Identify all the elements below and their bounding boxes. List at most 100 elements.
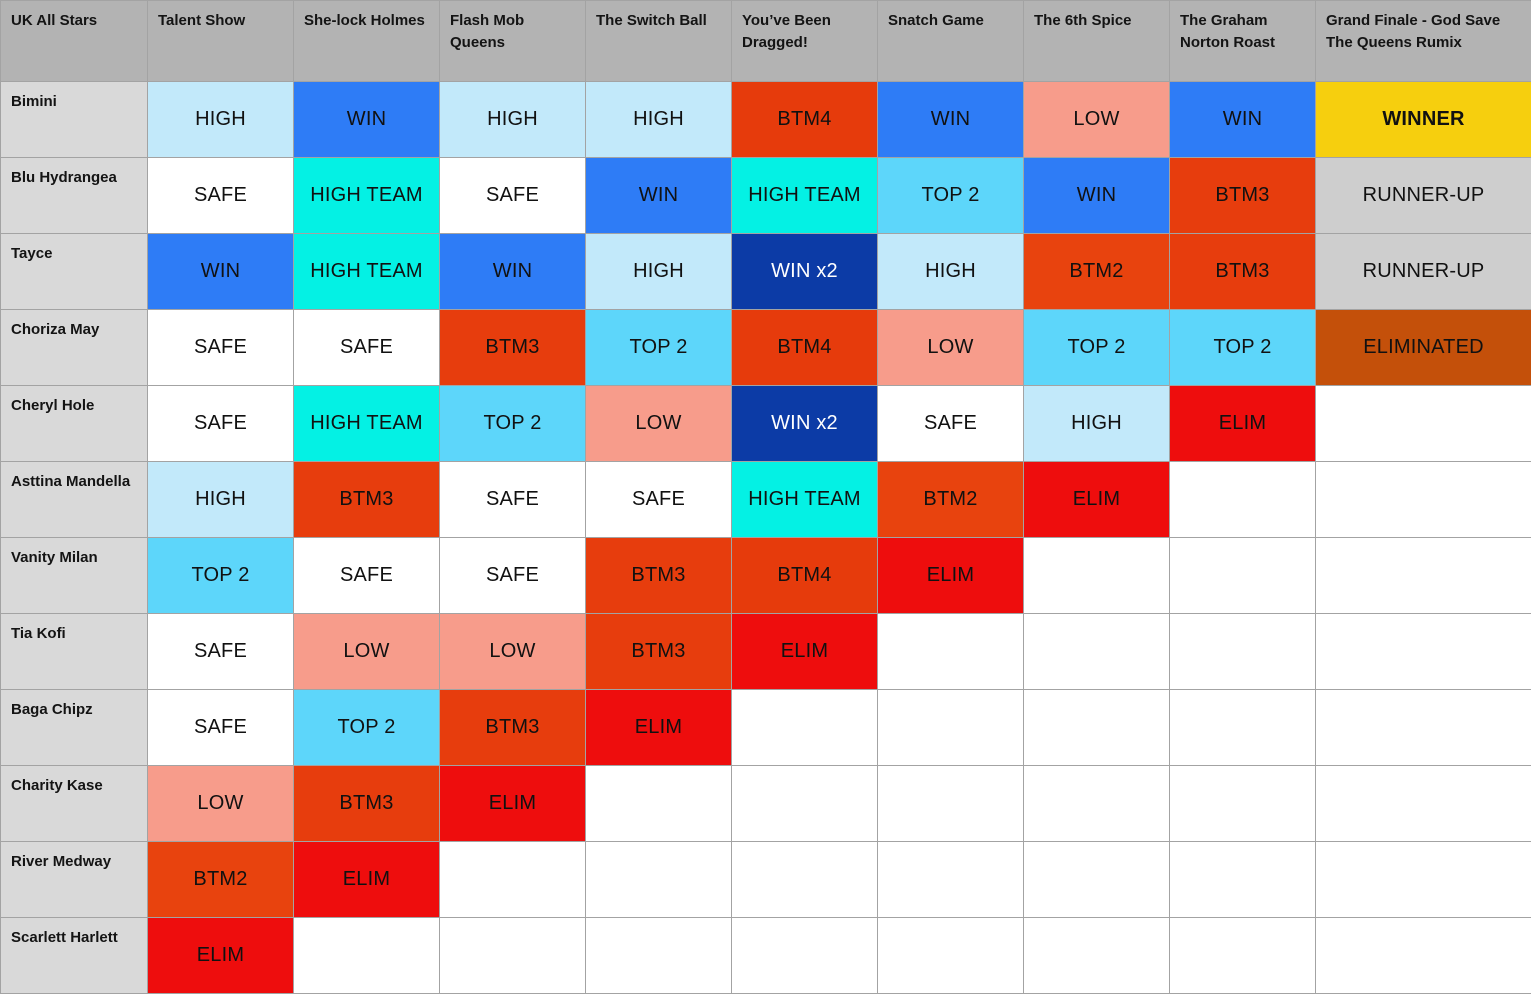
result-cell-empty: [1023, 841, 1170, 918]
result-cell-empty: [585, 765, 732, 842]
result-cell-empty: [1315, 537, 1531, 614]
queen-name-cell: Cheryl Hole: [0, 385, 148, 462]
result-cell-empty: [1315, 689, 1531, 766]
result-cell: TOP 2: [439, 385, 586, 462]
queen-name-cell: Baga Chipz: [0, 689, 148, 766]
table-row: Tia Kofi SAFE LOW LOW BTM3 ELIM: [0, 613, 1531, 690]
result-cell-empty: [877, 841, 1024, 918]
result-cell-empty: [1315, 917, 1531, 994]
result-cell: HIGH: [1023, 385, 1170, 462]
episode-header-cell: The Switch Ball: [585, 0, 732, 82]
result-cell: BTM3: [1169, 233, 1316, 310]
result-cell: ELIMINATED: [1315, 309, 1531, 386]
result-cell-empty: [1023, 689, 1170, 766]
table-row: Vanity Milan TOP 2 SAFE SAFE BTM3 BTM4 ELIM: [0, 537, 1531, 614]
result-cell-empty: [1023, 917, 1170, 994]
result-cell: RUNNER-UP: [1315, 157, 1531, 234]
table-row: Charity Kase LOW BTM3 ELIM: [0, 765, 1531, 842]
result-cell: WIN: [1023, 157, 1170, 234]
episode-header-cell: The 6th Spice: [1023, 0, 1170, 82]
table-row: River Medway BTM2 ELIM: [0, 841, 1531, 918]
result-cell-empty: [585, 917, 732, 994]
result-cell: WIN x2: [731, 385, 878, 462]
result-cell-empty: [1169, 841, 1316, 918]
result-cell-empty: [1169, 537, 1316, 614]
queen-name-cell: Charity Kase: [0, 765, 148, 842]
result-cell: ELIM: [439, 765, 586, 842]
queen-name-cell: Asttina Mandella: [0, 461, 148, 538]
result-cell: TOP 2: [1023, 309, 1170, 386]
result-cell: ELIM: [1023, 461, 1170, 538]
result-cell: BTM4: [731, 309, 878, 386]
queen-name-cell: Tayce: [0, 233, 148, 310]
queen-name-cell: Tia Kofi: [0, 613, 148, 690]
result-cell-empty: [1169, 917, 1316, 994]
result-cell: WIN x2: [731, 233, 878, 310]
result-cell-empty: [1169, 461, 1316, 538]
result-cell: WIN: [147, 233, 294, 310]
result-cell: BTM3: [293, 461, 440, 538]
result-cell: WIN: [877, 81, 1024, 158]
result-cell-empty: [1023, 613, 1170, 690]
result-cell: WIN: [1169, 81, 1316, 158]
result-cell: HIGH TEAM: [731, 157, 878, 234]
episode-header-cell: She-lock Holmes: [293, 0, 440, 82]
table-row: Asttina Mandella HIGH BTM3 SAFE SAFE HIGH TEA…: [0, 461, 1531, 538]
result-cell: BTM4: [731, 81, 878, 158]
result-cell: ELIM: [585, 689, 732, 766]
result-cell: SAFE: [877, 385, 1024, 462]
queen-name-cell: Blu Hydrangea: [0, 157, 148, 234]
result-cell-empty: [439, 917, 586, 994]
result-cell: HIGH TEAM: [293, 157, 440, 234]
result-cell: BTM4: [731, 537, 878, 614]
result-cell: TOP 2: [877, 157, 1024, 234]
result-cell: SAFE: [147, 309, 294, 386]
result-cell-empty: [1315, 765, 1531, 842]
result-cell-empty: [877, 613, 1024, 690]
result-cell: SAFE: [293, 537, 440, 614]
result-cell: SAFE: [293, 309, 440, 386]
result-cell-empty: [1315, 385, 1531, 462]
result-cell: HIGH TEAM: [731, 461, 878, 538]
result-cell-empty: [1315, 461, 1531, 538]
result-cell-empty: [877, 917, 1024, 994]
result-cell: BTM2: [147, 841, 294, 918]
result-cell: SAFE: [147, 385, 294, 462]
result-cell: WINNER: [1315, 81, 1531, 158]
result-cell-empty: [731, 841, 878, 918]
table-row: Bimini HIGH WIN HIGH HIGH BTM4 WIN LOW WIN WINNER: [0, 81, 1531, 158]
table-body: Bimini HIGH WIN HIGH HIGH BTM4 WIN LOW WIN WINNER…: [0, 81, 1531, 994]
header-row: UK All Stars Talent Show She-lock Holmes Fl…: [0, 0, 1531, 82]
result-cell: LOW: [439, 613, 586, 690]
result-cell: SAFE: [147, 689, 294, 766]
result-cell: TOP 2: [585, 309, 732, 386]
result-cell-empty: [1023, 765, 1170, 842]
result-cell-empty: [585, 841, 732, 918]
result-cell: SAFE: [147, 613, 294, 690]
result-cell: LOW: [147, 765, 294, 842]
result-cell: BTM2: [877, 461, 1024, 538]
result-cell: TOP 2: [293, 689, 440, 766]
result-cell: SAFE: [439, 157, 586, 234]
result-cell: BTM3: [439, 309, 586, 386]
episode-header-cell: Snatch Game: [877, 0, 1024, 82]
result-cell: LOW: [585, 385, 732, 462]
result-cell: HIGH: [147, 81, 294, 158]
result-cell-empty: [293, 917, 440, 994]
queen-name-cell: Scarlett Harlett: [0, 917, 148, 994]
result-cell-empty: [1169, 765, 1316, 842]
result-cell: HIGH TEAM: [293, 385, 440, 462]
result-cell-empty: [1315, 613, 1531, 690]
result-cell: HIGH: [585, 81, 732, 158]
result-cell: HIGH: [439, 81, 586, 158]
result-cell-empty: [731, 765, 878, 842]
result-cell: HIGH: [877, 233, 1024, 310]
result-cell: HIGH: [585, 233, 732, 310]
result-cell: ELIM: [877, 537, 1024, 614]
result-cell: TOP 2: [1169, 309, 1316, 386]
result-cell: BTM3: [585, 613, 732, 690]
result-cell: WIN: [439, 233, 586, 310]
table-row: Choriza May SAFE SAFE BTM3 TOP 2 BTM4 LOW TOP 2…: [0, 309, 1531, 386]
result-cell: HIGH: [147, 461, 294, 538]
